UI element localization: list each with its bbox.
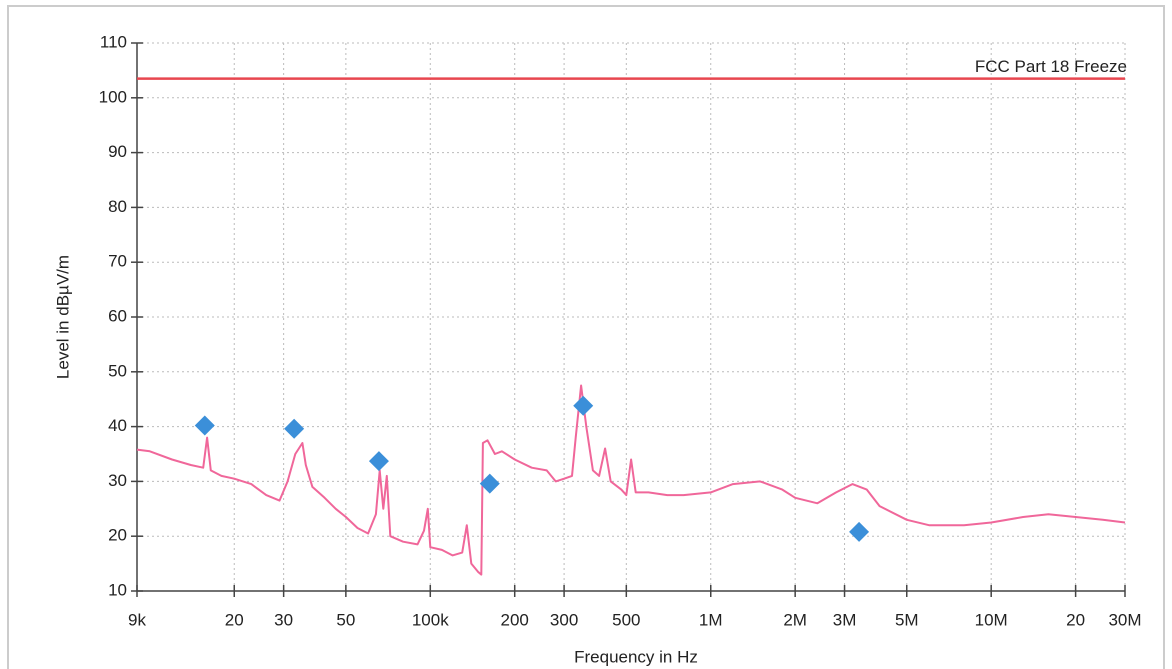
x-tick-label: 3M (833, 610, 857, 629)
y-axis-title: Level in dBµV/m (53, 255, 72, 379)
y-tick-label: 30 (108, 471, 127, 490)
limit-label: FCC Part 18 Freeze (975, 57, 1127, 76)
x-tick-label: 20 (1066, 610, 1085, 629)
x-tick-label: 100k (412, 610, 449, 629)
x-tick-label: 20 (225, 610, 244, 629)
frame (7, 5, 1165, 669)
y-tick-label: 80 (108, 197, 127, 216)
y-tick-label: 70 (108, 252, 127, 271)
peak-marker (849, 521, 870, 542)
peak-marker (194, 415, 215, 436)
x-tick-label: 30 (274, 610, 293, 629)
x-tick-label: 10M (975, 610, 1008, 629)
y-tick-label: 60 (108, 306, 127, 325)
y-tick-label: 50 (108, 361, 127, 380)
x-tick-label: 500 (612, 610, 640, 629)
x-tick-label: 300 (550, 610, 578, 629)
y-tick-label: 20 (108, 526, 127, 545)
peak-marker (479, 473, 500, 494)
y-tick-label: 110 (100, 32, 127, 51)
x-tick-label: 2M (783, 610, 807, 629)
spectrum-line (136, 384, 1126, 576)
x-axis-title: Frequency in Hz (574, 647, 698, 666)
y-tick-label: 100 (99, 87, 127, 106)
x-tick-label: 1M (699, 610, 723, 629)
x-tick-label: 5M (895, 610, 919, 629)
x-tick-label: 50 (336, 610, 355, 629)
peak-marker (368, 451, 389, 472)
y-tick-label: 10 (108, 580, 127, 599)
peak-marker (284, 418, 305, 439)
x-tick-label: 9k (128, 610, 146, 629)
y-tick-label: 90 (108, 142, 127, 161)
y-tick-label: 40 (108, 416, 127, 435)
peak-marker (573, 395, 594, 416)
x-tick-label: 200 (501, 610, 529, 629)
x-tick-label: 30M (1108, 610, 1141, 629)
